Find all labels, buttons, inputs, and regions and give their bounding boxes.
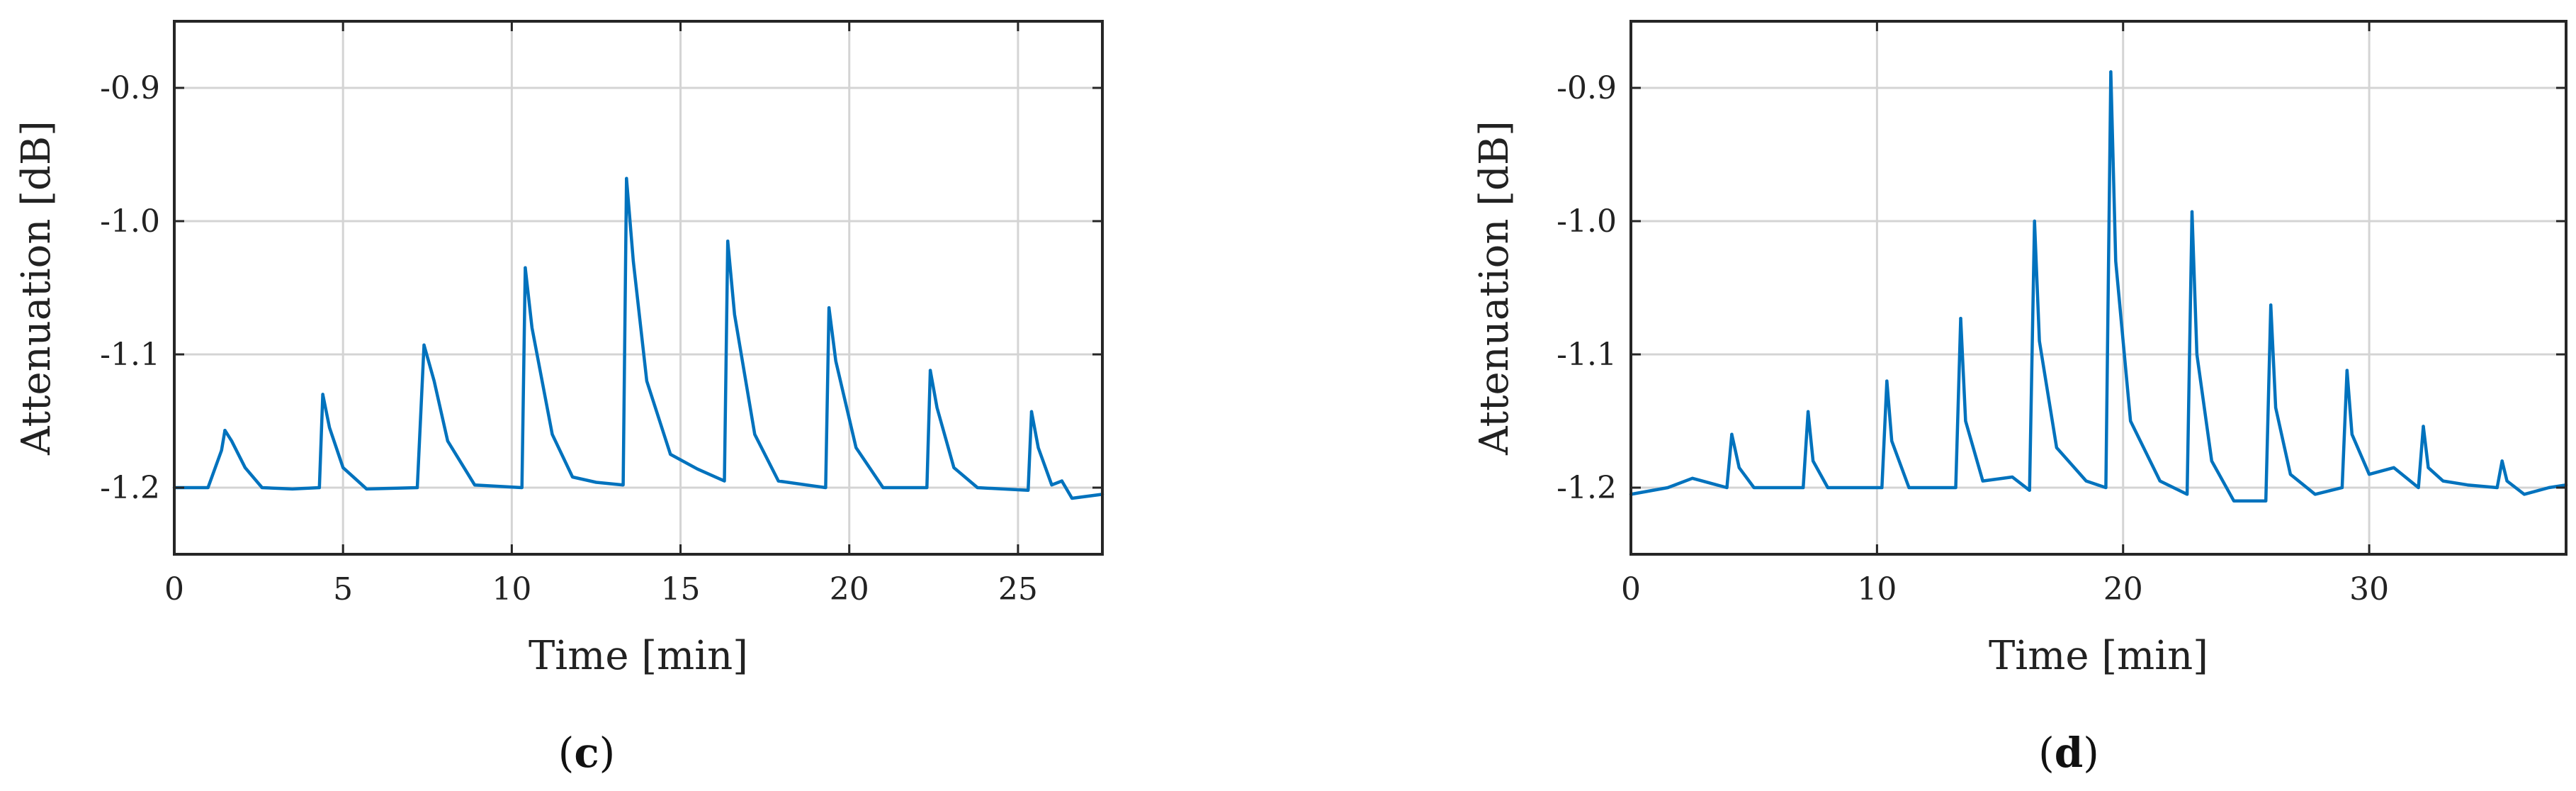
peak-point (2033, 219, 2036, 223)
peak-point (321, 393, 324, 396)
peak-point (2269, 303, 2273, 307)
panel-label: (c) (558, 729, 616, 777)
x-tick-label: 10 (492, 571, 531, 607)
x-tick-label: 15 (661, 571, 701, 607)
y-tick-label: -1.0 (100, 203, 160, 240)
peak-point (625, 176, 628, 181)
series-line (172, 176, 1105, 500)
panel-d: 0 10 20 30 -0.9 -1.0 -1.1 -1.2 Time [min] Attenua… (1471, 20, 2568, 777)
x-tick-label: 10 (1857, 571, 1897, 607)
x-tick-label: 25 (998, 571, 1038, 607)
peak-point (2500, 459, 2504, 463)
series-line (1629, 70, 2568, 503)
peak-point (827, 306, 831, 310)
plot-frame (1629, 20, 2567, 556)
peak-point (2109, 70, 2113, 74)
peak-point (928, 369, 932, 372)
y-tick-label: -1.1 (100, 337, 160, 373)
y-tick-label: -1.2 (1557, 470, 1617, 506)
x-tick-label: 30 (2349, 571, 2389, 607)
peak-point (726, 240, 730, 243)
y-tick-label: -0.9 (100, 70, 160, 106)
peak-point (422, 343, 426, 347)
y-tick-label: -1.2 (100, 470, 160, 506)
panel-c: 0 5 10 15 20 25 -0.9 -1.0 -1.1 -1.2 Time [min] Atte… (13, 20, 1105, 777)
peak-point (2190, 210, 2194, 214)
peak-point (1959, 317, 1962, 320)
x-axis-title: Time [min] (529, 633, 748, 679)
y-axis-title: Attenuation [dB] (1471, 120, 1518, 456)
y-tick-label: -1.1 (1557, 337, 1617, 373)
peak-point (223, 428, 227, 432)
peak-point (1029, 410, 1034, 414)
peak-point (1730, 432, 1734, 436)
y-axis-title: Attenuation [dB] (13, 120, 60, 456)
x-axis-title: Time [min] (1989, 633, 2208, 679)
x-tick-label: 20 (2103, 571, 2143, 607)
x-tick-label: 0 (164, 571, 184, 607)
peak-point (524, 266, 527, 269)
panel-label: (d) (2038, 729, 2099, 777)
peak-point (2422, 425, 2425, 428)
y-tick-label: -0.9 (1557, 70, 1617, 106)
peak-point (2345, 369, 2349, 372)
x-tick-label: 0 (1621, 571, 1641, 607)
peak-point (1806, 410, 1810, 414)
y-tick-label: -1.0 (1557, 203, 1617, 240)
x-tick-label: 20 (830, 571, 869, 607)
plot-frame (173, 20, 1104, 556)
x-tick-label: 5 (333, 571, 353, 607)
peak-point (1885, 379, 1889, 383)
peak-point (1060, 479, 1064, 483)
